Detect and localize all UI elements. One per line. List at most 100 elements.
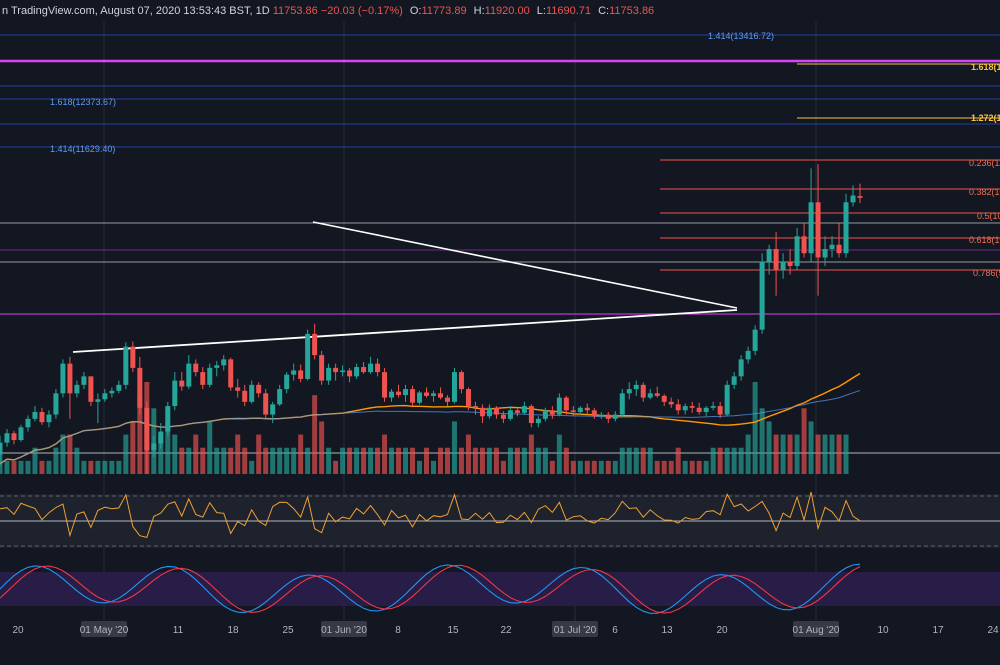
volume-bar-73 xyxy=(507,447,513,474)
candle-body-29 xyxy=(200,372,206,385)
volume-bar-62 xyxy=(430,460,436,474)
candle-body-82 xyxy=(570,410,576,413)
header-high-label: H: xyxy=(473,5,485,17)
candle-body-110 xyxy=(766,249,772,262)
candle-body-107 xyxy=(745,350,751,360)
x-tick-label-2: 11 xyxy=(173,625,184,636)
x-tick-label-9: 01 Jul '20 xyxy=(554,625,597,636)
volume-bar-65 xyxy=(451,421,457,474)
candle-body-5 xyxy=(32,412,38,419)
fib-retrace-label-1: 0.382(109 xyxy=(969,187,1000,197)
volume-bar-82 xyxy=(570,460,576,474)
volume-bar-109 xyxy=(759,408,765,474)
volume-bar-3 xyxy=(18,460,24,474)
candle-body-119 xyxy=(829,244,835,249)
candle-body-58 xyxy=(403,389,409,396)
volume-bar-68 xyxy=(472,447,478,474)
header-close-label: C: xyxy=(598,5,610,17)
volume-bar-85 xyxy=(591,460,597,474)
candle-body-70 xyxy=(486,407,492,417)
stoch-k-line xyxy=(0,563,861,614)
candle-body-69 xyxy=(479,407,485,417)
volume-bar-11 xyxy=(74,447,80,474)
candle-body-95 xyxy=(661,395,667,402)
candle-body-11 xyxy=(74,384,80,394)
candle-body-79 xyxy=(549,410,555,415)
volume-bar-91 xyxy=(633,447,639,474)
candle-body-19 xyxy=(130,346,136,368)
fib-retrace-label-3: 0.618(102 xyxy=(969,235,1000,245)
candle-body-34 xyxy=(235,387,241,391)
candle-body-89 xyxy=(619,393,625,415)
candle-body-62 xyxy=(430,393,436,396)
volume-bar-112 xyxy=(780,434,786,474)
chart-header: n TradingView.com, August 07, 2020 13:53… xyxy=(2,5,655,17)
volume-bar-39 xyxy=(270,447,276,474)
volume-bar-101 xyxy=(703,460,709,474)
volume-bar-20 xyxy=(137,395,143,474)
volume-bar-81 xyxy=(563,447,569,474)
volume-bar-31 xyxy=(214,447,220,474)
x-axis: 20 01 May '20 11 18 25 01 Jun '20 8 15 22 01 Jul … xyxy=(12,621,999,637)
volume-bar-1 xyxy=(4,460,10,474)
volume-bar-99 xyxy=(689,460,695,474)
candle-body-80 xyxy=(556,397,562,415)
candle-body-30 xyxy=(207,367,213,385)
x-tick-label-8: 22 xyxy=(500,625,512,636)
volume-bar-102 xyxy=(710,447,716,474)
volume-bar-60 xyxy=(417,460,423,474)
rsi-line xyxy=(0,491,861,538)
volume-bar-45 xyxy=(312,395,318,474)
candle-body-101 xyxy=(703,407,709,413)
candle-body-94 xyxy=(654,393,660,396)
x-tick-label-0: 20 xyxy=(12,625,24,636)
volume-bar-117 xyxy=(815,434,821,474)
ma-orange-line xyxy=(0,372,861,465)
candle-body-105 xyxy=(731,376,737,385)
x-tick-label-14: 10 xyxy=(877,625,889,636)
candle-body-14 xyxy=(95,399,101,402)
candle-body-99 xyxy=(689,406,695,408)
volume-bar-100 xyxy=(696,460,702,474)
candle-body-57 xyxy=(396,391,402,396)
volume-bar-105 xyxy=(731,447,737,474)
candle-body-36 xyxy=(249,384,255,402)
volume-bar-70 xyxy=(486,447,492,474)
x-tick-label-1: 01 May '20 xyxy=(80,625,129,636)
x-tick-label-10: 6 xyxy=(612,625,618,636)
volume-bar-36 xyxy=(249,460,255,474)
x-tick-label-7: 15 xyxy=(447,625,459,636)
candle-body-44 xyxy=(305,333,311,379)
fib-ext-label-4: 1.272(120 xyxy=(971,113,1000,123)
candle-body-39 xyxy=(270,404,276,415)
volume-bar-35 xyxy=(242,447,248,474)
candle-body-103 xyxy=(717,406,723,415)
candle-body-59 xyxy=(410,389,416,403)
volume-bar-121 xyxy=(843,434,849,474)
candle-body-123 xyxy=(857,196,863,198)
volume-bar-75 xyxy=(521,447,527,474)
candle-body-4 xyxy=(25,418,31,428)
candle-body-54 xyxy=(375,363,381,373)
candle-body-16 xyxy=(109,390,115,394)
volume-bar-40 xyxy=(277,447,283,474)
volume-bar-7 xyxy=(46,460,52,474)
header-open: 11773.89 xyxy=(421,5,467,17)
volume-bar-107 xyxy=(745,434,751,474)
fib-ext-label-1: 1.618(12373.67) xyxy=(50,97,116,107)
volume-bar-50 xyxy=(347,447,353,474)
volume-bar-71 xyxy=(493,447,499,474)
volume-bar-51 xyxy=(354,447,360,474)
stoch-d-line xyxy=(0,564,861,614)
volume-bar-28 xyxy=(193,434,199,474)
fib-ext-label-2: 1.414(11629.40) xyxy=(50,144,115,154)
candle-body-106 xyxy=(738,359,744,377)
header-last-price: 11753.86 xyxy=(272,5,318,17)
trendlines[interactable] xyxy=(72,221,738,353)
x-tick-box-1 xyxy=(81,621,127,637)
header-interval: 1D xyxy=(255,5,270,17)
volume-bar-63 xyxy=(437,447,443,474)
volume-bar-114 xyxy=(794,434,800,474)
